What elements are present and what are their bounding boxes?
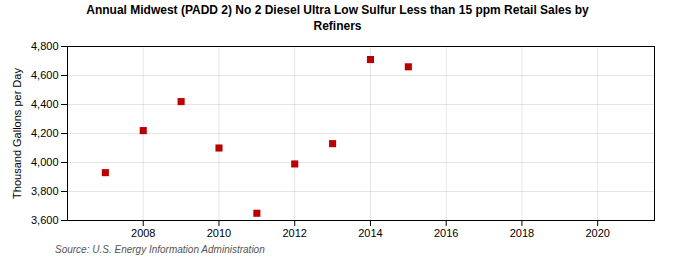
html-text:Source: U.S. Energy Informatio: Source: U.S. Energy Information Administ… — [55, 244, 265, 256]
svg-text:3,600: 3,600 — [31, 214, 59, 226]
svg-text:2020: 2020 — [585, 227, 609, 239]
svg-text:Thousand Gallons per Day: Thousand Gallons per Day — [11, 68, 23, 199]
svg-text:4,200: 4,200 — [31, 127, 59, 139]
svg-text:4,400: 4,400 — [31, 98, 59, 110]
svg-text:2016: 2016 — [434, 227, 458, 239]
svg-text:4,600: 4,600 — [31, 69, 59, 81]
html-text:Annual Midwest (PADD 2) No 2 D: Annual Midwest (PADD 2) No 2 Diesel Ultr… — [86, 3, 589, 33]
svg-text:2010: 2010 — [207, 227, 231, 239]
svg-text:2008: 2008 — [131, 227, 155, 239]
svg-text:3,800: 3,800 — [31, 185, 59, 197]
svg-text:4,000: 4,000 — [31, 156, 59, 168]
svg-text:2018: 2018 — [510, 227, 534, 239]
svg-text:4,800: 4,800 — [31, 40, 59, 52]
svg-text:2012: 2012 — [282, 227, 306, 239]
svg-text:2014: 2014 — [358, 227, 382, 239]
